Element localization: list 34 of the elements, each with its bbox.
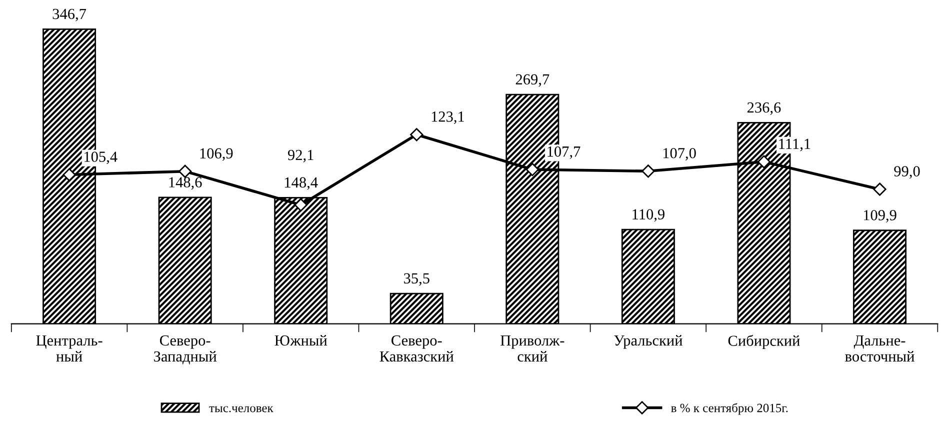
point (642, 164, 655, 178)
legend-label: тыс.человек (209, 406, 274, 412)
point (410, 128, 424, 142)
x-tick-label: Сибирский (728, 334, 800, 350)
point (294, 198, 308, 212)
data-label: 110,9 (632, 209, 664, 222)
x-tick-label: Централь- ный (36, 335, 102, 362)
data-label: 123,1 (432, 112, 464, 124)
data-label: 111,1 (779, 138, 810, 152)
data-label: 107,7 (548, 146, 580, 159)
point (873, 182, 886, 196)
x-tick-label: Южный (274, 335, 328, 346)
data-label: 269,7 (516, 74, 550, 87)
data-label: 107,0 (663, 148, 696, 160)
data-label: 148,6 (169, 177, 202, 190)
data-label: 109,9 (864, 210, 896, 223)
x-tick-label: Уральский (614, 335, 682, 349)
point (62, 168, 76, 182)
data-label: 105,4 (84, 152, 118, 164)
x-tick-label: Приволж- ский (500, 335, 564, 362)
point (178, 164, 192, 178)
x-tick-label: Дальне- восточный (845, 335, 914, 362)
data-label: 346,7 (52, 8, 86, 22)
legend-label: в % к сентябрю 2015г. (671, 403, 788, 415)
data-label: 92,1 (288, 150, 314, 162)
x-tick-label: Северо- Кавказский (380, 335, 454, 362)
data-label: 99,0 (894, 166, 920, 179)
data-label: 148,4 (285, 177, 318, 190)
data-label: 106,9 (200, 148, 233, 161)
point (526, 162, 540, 176)
data-label: 35,5 (404, 273, 430, 286)
point (757, 155, 771, 168)
data-label: 236,6 (747, 102, 781, 115)
x-tick-label: Северо- Западный (154, 335, 216, 364)
